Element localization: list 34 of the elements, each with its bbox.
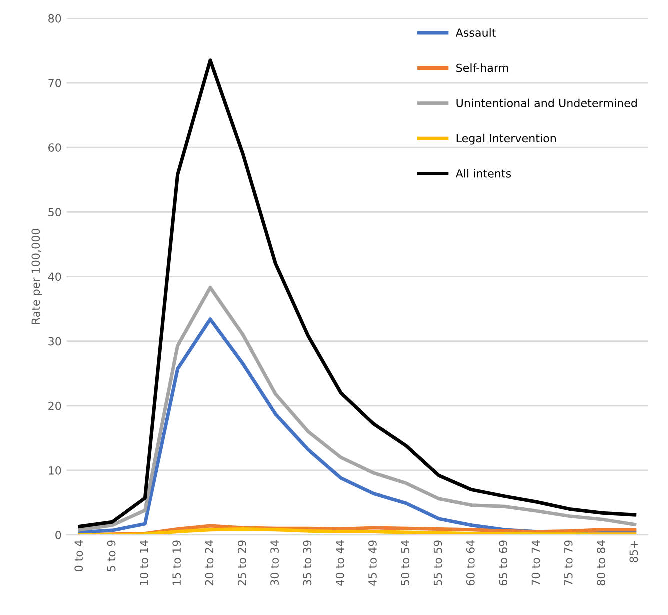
legend-label: Legal Intervention: [456, 134, 556, 145]
x-tick-label: 55 to 59: [434, 540, 442, 586]
y-tick-label: 10: [49, 466, 62, 475]
y-tick-label: 0: [56, 531, 62, 540]
line-series: [78, 58, 637, 528]
x-tick-label: 50 to 54: [401, 540, 410, 586]
y-tick-label: 30: [48, 337, 62, 346]
y-tick-label: 60: [48, 144, 62, 152]
x-tick-label: 5 to 9: [107, 540, 116, 572]
x-tick-label: 35 to 39: [303, 540, 312, 586]
x-tick-label: 60 to 64: [466, 540, 475, 586]
x-tick-label: 85+: [630, 541, 638, 563]
x-tick-label: 20 to 24: [205, 540, 214, 586]
x-tick-label: 30 to 34: [270, 540, 279, 586]
x-tick-label: 15 to 19: [172, 540, 182, 586]
legend-label: Assault: [456, 28, 496, 38]
x-tick-label: 80 to 84: [597, 540, 606, 586]
y-tick-label: 50: [48, 208, 62, 217]
y-tick-label: 70: [48, 79, 62, 88]
y-tick-label: 20: [48, 402, 62, 410]
y-tick-label: 40: [48, 272, 62, 282]
y-tick-label: 80: [48, 14, 62, 23]
legend-label: Unintentional and Undetermined: [456, 98, 637, 108]
x-tick-label: 40 to 44: [336, 540, 344, 586]
legend-label: Self-harm: [456, 64, 508, 72]
legend-label: All intents: [456, 169, 512, 178]
y-axis-title: Rate per 100,000: [32, 229, 42, 324]
x-tick-label: 45 to 49: [368, 540, 377, 586]
x-tick-label: 75 to 79: [564, 540, 573, 586]
x-tick-label: 65 to 69: [499, 540, 508, 586]
x-tick-label: 70 to 74: [532, 540, 540, 586]
x-tick-label: 10 to 14: [140, 540, 148, 586]
x-tick-label: 25 to 29: [238, 540, 246, 586]
x-tick-label: 0 to 4: [74, 540, 84, 572]
